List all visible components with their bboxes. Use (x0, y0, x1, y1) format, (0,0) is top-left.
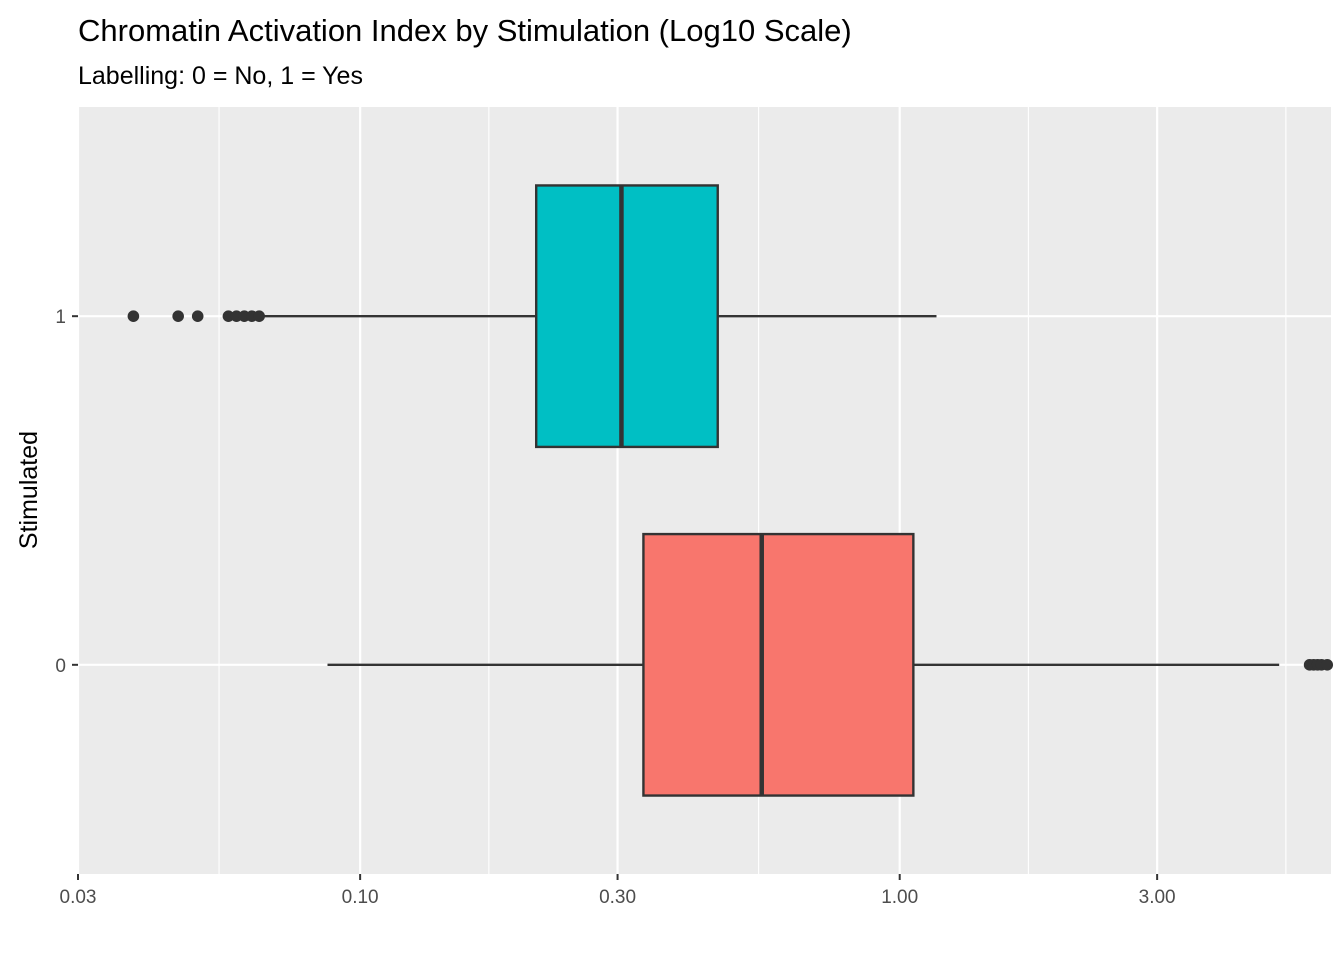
boxes (127, 184, 1334, 797)
box-group-1 (127, 184, 937, 449)
y-tick-label: 0 (55, 656, 66, 677)
y-tick-label: 1 (55, 307, 66, 328)
y-axis: 01 (55, 307, 78, 677)
outlier-point (127, 310, 140, 322)
outlier-point (191, 310, 204, 322)
outlier-point (222, 310, 235, 322)
chart-subtitle: Labelling: 0 = No, 1 = Yes (78, 62, 363, 90)
outlier-point (253, 310, 265, 322)
y-axis-title: Stimulated (15, 431, 43, 549)
x-tick-label: 3.00 (1139, 887, 1176, 908)
outlier-point (172, 310, 184, 322)
box-iqr (535, 184, 719, 449)
box-group-0 (327, 532, 1334, 797)
x-tick-label: 0.10 (342, 887, 379, 908)
box-iqr (642, 532, 915, 797)
x-axis: 0.03 0.10 0.30 1.00 3.00 (60, 874, 1176, 908)
x-tick-label: 0.30 (599, 887, 636, 908)
chart-title: Chromatin Activation Index by Stimulatio… (78, 13, 852, 48)
outlier-point (1321, 659, 1334, 671)
x-tick-label: 0.03 (60, 887, 97, 908)
x-tick-label: 1.00 (881, 887, 918, 908)
